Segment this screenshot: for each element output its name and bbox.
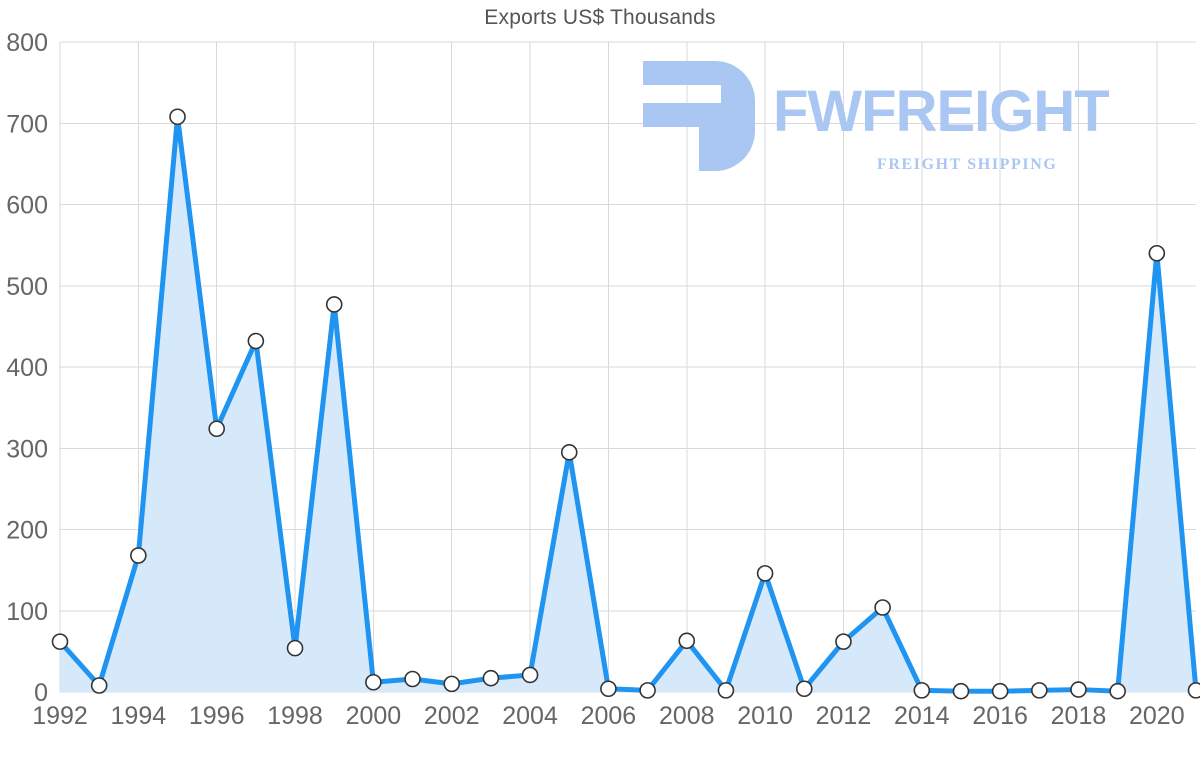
- svg-text:400: 400: [6, 354, 48, 382]
- svg-text:500: 500: [6, 273, 48, 301]
- svg-text:2006: 2006: [581, 702, 637, 730]
- svg-text:200: 200: [6, 517, 48, 545]
- svg-text:1996: 1996: [189, 702, 245, 730]
- svg-text:1994: 1994: [111, 702, 167, 730]
- svg-text:2008: 2008: [659, 702, 715, 730]
- svg-text:800: 800: [6, 29, 48, 57]
- svg-text:0: 0: [34, 679, 48, 707]
- svg-text:100: 100: [6, 598, 48, 626]
- chart-title: Exports US$ Thousands: [484, 6, 716, 29]
- series-markers: [51, 108, 1200, 700]
- svg-text:1992: 1992: [32, 702, 88, 730]
- svg-text:2012: 2012: [816, 702, 872, 730]
- svg-text:2010: 2010: [737, 702, 793, 730]
- series-area-fill: [60, 116, 1196, 692]
- svg-text:2014: 2014: [894, 702, 950, 730]
- svg-text:2002: 2002: [424, 702, 480, 730]
- svg-text:2000: 2000: [346, 702, 402, 730]
- svg-text:1998: 1998: [267, 702, 323, 730]
- svg-text:600: 600: [6, 192, 48, 220]
- svg-text:300: 300: [6, 435, 48, 463]
- svg-text:2004: 2004: [502, 702, 558, 730]
- svg-text:2016: 2016: [972, 702, 1028, 730]
- y-axis-tick-labels: 0 100 200 300 400 500 600 700 800: [6, 29, 48, 707]
- svg-text:2020: 2020: [1129, 702, 1185, 730]
- svg-text:2018: 2018: [1051, 702, 1107, 730]
- x-axis-tick-labels: 1992 1994 1996 1998 2000 2002 2004 2006 2008 2010…: [32, 702, 1184, 730]
- svg-text:700: 700: [6, 110, 48, 138]
